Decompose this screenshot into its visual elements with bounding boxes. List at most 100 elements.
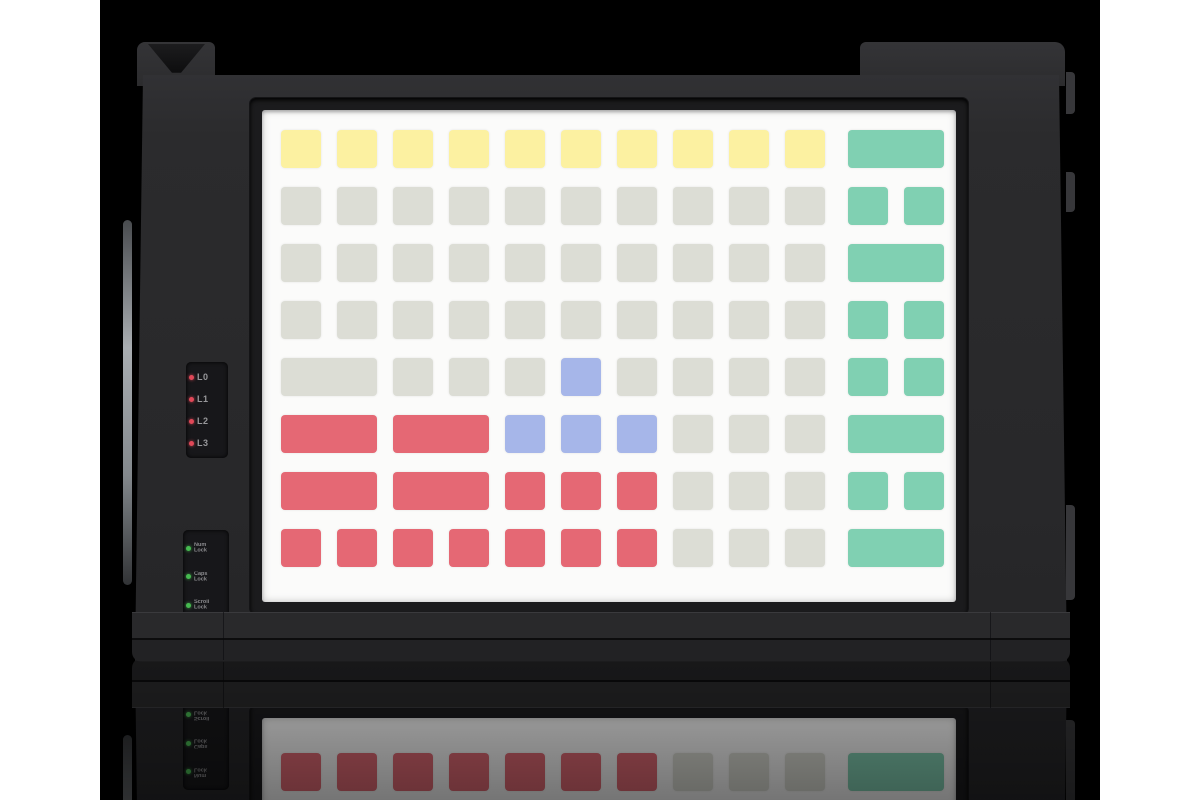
key-red: [561, 472, 601, 510]
led-indicator: L1: [189, 393, 225, 404]
bottom-ridge-lower: [132, 638, 1070, 662]
key-yellow: [337, 130, 377, 168]
led-dot-red: [189, 396, 194, 402]
key-red: [393, 415, 489, 453]
bottom-ridge-upper: [132, 612, 1070, 639]
key-blue: [505, 415, 545, 453]
key-green: [904, 187, 944, 225]
key-grey: [393, 244, 433, 282]
key-grey: [281, 301, 321, 339]
key-grey: [785, 244, 825, 282]
key-yellow: [449, 130, 489, 168]
led-label: L1: [197, 393, 209, 404]
key-green: [848, 529, 944, 567]
lock-led-strip: Num Lock Caps Lock Scroll Lock: [183, 530, 229, 624]
led-label: L2: [197, 415, 209, 426]
led-dot-green: [186, 603, 191, 609]
key-grey: [505, 187, 545, 225]
key-grey: [673, 415, 713, 453]
key-grey: [337, 244, 377, 282]
key-red: [449, 529, 489, 567]
led-indicator: L3: [189, 437, 225, 448]
key-red: [505, 472, 545, 510]
key-red: [393, 529, 433, 567]
key-grey: [785, 301, 825, 339]
layer-led-strip: L0 L1 L2 L3: [186, 362, 228, 458]
keyboard-device: L0 L1 L2 L3 Num Lock Caps Lock Scroll Lock: [100, 0, 1100, 800]
key-blue: [617, 415, 657, 453]
side-tab: [1066, 72, 1075, 114]
key-grey: [729, 415, 769, 453]
key-red: [281, 472, 377, 510]
key-grey: [617, 187, 657, 225]
led-label: L3: [197, 437, 209, 448]
key-red: [337, 529, 377, 567]
key-red: [281, 529, 321, 567]
key-green: [848, 472, 888, 510]
key-grey: [673, 187, 713, 225]
key-yellow: [393, 130, 433, 168]
key-grey: [449, 301, 489, 339]
key-grey: [505, 358, 545, 396]
key-grey: [561, 301, 601, 339]
key-blue: [561, 415, 601, 453]
led-dot-green: [186, 574, 191, 580]
key-red: [561, 529, 601, 567]
key-grey: [281, 358, 377, 396]
key-grey: [561, 244, 601, 282]
key-green: [848, 187, 888, 225]
key-grey: [785, 415, 825, 453]
key-yellow: [673, 130, 713, 168]
key-grey: [673, 472, 713, 510]
key-yellow: [617, 130, 657, 168]
led-dot-green: [186, 545, 191, 551]
key-grey: [393, 187, 433, 225]
key-grey: [785, 187, 825, 225]
key-grey: [281, 187, 321, 225]
key-yellow: [505, 130, 545, 168]
led-indicator: Num Lock: [186, 542, 226, 555]
led-label: Caps Lock: [194, 571, 208, 583]
key-grey: [449, 187, 489, 225]
key-red: [505, 529, 545, 567]
key-red: [617, 472, 657, 510]
key-grey: [673, 301, 713, 339]
key-red: [617, 529, 657, 567]
key-green: [904, 472, 944, 510]
key-grey: [449, 358, 489, 396]
led-indicator: Caps Lock: [186, 571, 226, 584]
key-green: [848, 244, 944, 282]
left-edge-highlight: [123, 220, 132, 585]
key-yellow: [785, 130, 825, 168]
key-green: [904, 301, 944, 339]
bottom-seam-left: [223, 612, 224, 660]
key-grey: [617, 301, 657, 339]
led-indicator: L2: [189, 415, 225, 426]
key-green: [848, 358, 888, 396]
key-grid: [262, 110, 956, 587]
led-dot-red: [189, 440, 194, 446]
key-grey: [673, 244, 713, 282]
panel-bezel: [250, 98, 968, 614]
key-green: [848, 130, 944, 168]
led-indicator: Scroll Lock: [186, 599, 226, 612]
key-red: [393, 472, 489, 510]
key-grey: [617, 244, 657, 282]
key-grey: [729, 301, 769, 339]
key-grey: [449, 244, 489, 282]
key-grey: [337, 187, 377, 225]
key-grey: [561, 187, 601, 225]
led-dot-red: [189, 418, 194, 424]
led-dot-red: [189, 374, 194, 380]
product-photo: L0 L1 L2 L3 Num Lock Caps Lock Scroll Lock: [100, 0, 1100, 800]
key-grey: [729, 187, 769, 225]
key-grey: [505, 301, 545, 339]
side-tab: [1066, 172, 1075, 212]
key-yellow: [729, 130, 769, 168]
key-grey: [673, 529, 713, 567]
bottom-seam-right: [990, 612, 991, 660]
key-grey: [393, 301, 433, 339]
key-grey: [729, 529, 769, 567]
led-label: L0: [197, 371, 209, 382]
